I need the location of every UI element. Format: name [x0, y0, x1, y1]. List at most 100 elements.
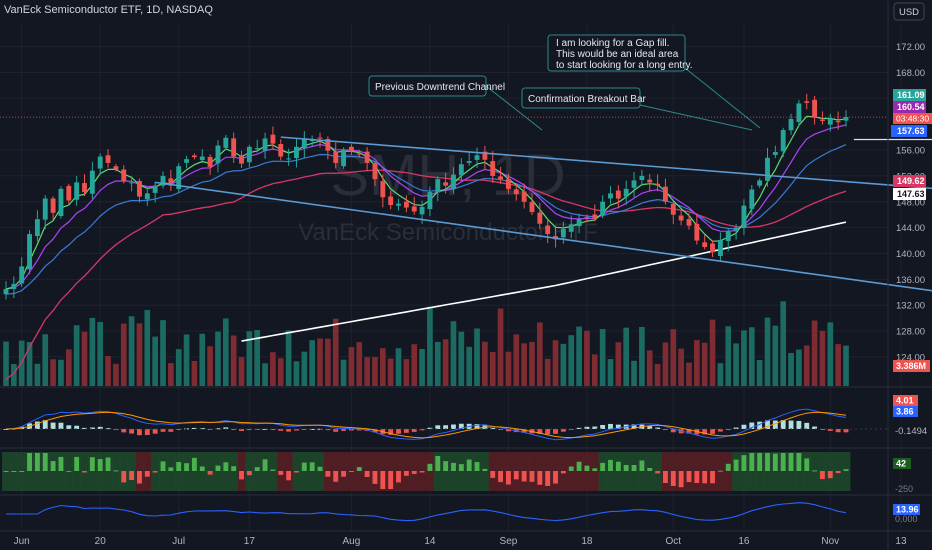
volume-bar [356, 342, 363, 386]
macd-histogram-bar [647, 426, 653, 429]
macd-histogram-bar [105, 428, 111, 430]
momentum-bar [608, 459, 613, 471]
candle-body [19, 266, 25, 284]
macd-histogram-bar [137, 429, 142, 436]
volume-bar [427, 306, 433, 386]
candle-body [741, 205, 747, 229]
candle-body [843, 117, 849, 121]
macd-histogram-bar [725, 429, 731, 430]
ema-slow-line [5, 144, 847, 295]
ema-tag: 160.54 [897, 102, 925, 112]
volume-bar [843, 345, 849, 386]
momentum-bar [490, 471, 496, 478]
volume-bar [42, 334, 49, 386]
macd-histogram-bar [553, 429, 558, 434]
candle-body [317, 137, 323, 139]
momentum-bar [451, 462, 456, 471]
candle-body [427, 192, 433, 210]
volume-bar [670, 329, 677, 386]
momentum-bar [3, 471, 9, 472]
macd-histogram-bar [113, 429, 119, 431]
macd-histogram-bar [254, 429, 260, 430]
candle-body [670, 203, 676, 215]
annotation-downtrend-text: Previous Downtrend Channel [375, 82, 505, 93]
momentum-zone [111, 452, 121, 491]
macd-histogram-bar [239, 429, 244, 432]
candle-body [246, 146, 252, 163]
time-axis: Jun20Jul17Aug14Sep18Oct16Nov13Dec [14, 536, 907, 547]
volume-bar [835, 344, 841, 386]
volume-bar [772, 325, 779, 386]
trendlines [0, 116, 932, 292]
macd-histogram-bar [168, 429, 174, 432]
momentum-zone [159, 452, 168, 491]
momentum-bar [835, 471, 841, 474]
price-axis-label: 172.00 [896, 42, 925, 53]
momentum-zone [433, 452, 443, 491]
momentum-zone [316, 452, 325, 491]
chart-title: VanEck Semiconductor ETF, 1D, NASDAQ [4, 4, 213, 16]
momentum-bar [772, 453, 778, 471]
annotation-gapfill-line: to start looking for a long entry. [556, 60, 693, 71]
macd-histogram-bar [458, 423, 464, 429]
momentum-bar [655, 471, 661, 474]
macd-histogram-bar [505, 429, 511, 432]
volume-bar [11, 363, 17, 386]
momentum-zone [41, 452, 50, 491]
volume-bar [678, 348, 684, 386]
volume-bar [764, 317, 771, 386]
macd-histogram-bar [843, 429, 849, 433]
momentum-zone [598, 452, 608, 491]
momentum-bar [505, 471, 511, 485]
momentum-bar [529, 471, 535, 482]
candle-body [262, 138, 268, 151]
time-axis-label: Jul [172, 536, 185, 547]
candle-body [239, 156, 244, 164]
price-axis-label: 156.00 [896, 146, 925, 157]
candle-body [82, 183, 87, 193]
time-axis-label: 20 [95, 536, 107, 547]
macd-histogram-bar [348, 429, 354, 431]
candle-body [372, 163, 378, 180]
macd-tag: 4.01 [896, 396, 914, 406]
macd-histogram-bar [396, 429, 401, 434]
gap-level-tag-bg [891, 125, 927, 137]
candle-body [725, 231, 731, 241]
macd-histogram-bar [50, 422, 56, 429]
candle-body [827, 118, 833, 125]
momentum-zone [174, 452, 184, 491]
momentum-zone [473, 452, 482, 491]
volume-bar [3, 341, 9, 386]
volume-bar [73, 325, 80, 386]
momentum-zone [583, 452, 592, 491]
currency-button[interactable] [893, 2, 925, 21]
volume-bar [701, 342, 708, 386]
macd-histogram-bar [58, 422, 64, 429]
volume-bar [748, 327, 755, 386]
momentum-zone [104, 452, 113, 491]
volume-bar [466, 346, 473, 386]
macd-histogram-bar [325, 429, 331, 431]
candle-body [576, 219, 582, 227]
candle-body [403, 201, 409, 208]
volume-bar [686, 362, 692, 386]
momentum-zone [449, 452, 458, 491]
macd-histogram-bar [199, 428, 205, 430]
candle-body [458, 164, 464, 176]
momentum-zone [457, 452, 466, 491]
volume-bar [277, 358, 284, 386]
macd-histogram-bar [176, 429, 182, 430]
macd-histogram-bar [804, 422, 810, 429]
momentum-bar [820, 471, 825, 480]
volume-bar [105, 355, 111, 386]
momentum-bar [325, 471, 331, 477]
annotation-breakout: Confirmation Breakout Bar [521, 87, 753, 131]
close-price-tag-bg [893, 89, 926, 101]
candle-body [513, 189, 519, 195]
candle-body [443, 182, 449, 186]
momentum-bar [827, 471, 833, 479]
momentum-bar [804, 458, 810, 471]
candle-body [144, 193, 150, 200]
volume-bar [199, 333, 206, 386]
